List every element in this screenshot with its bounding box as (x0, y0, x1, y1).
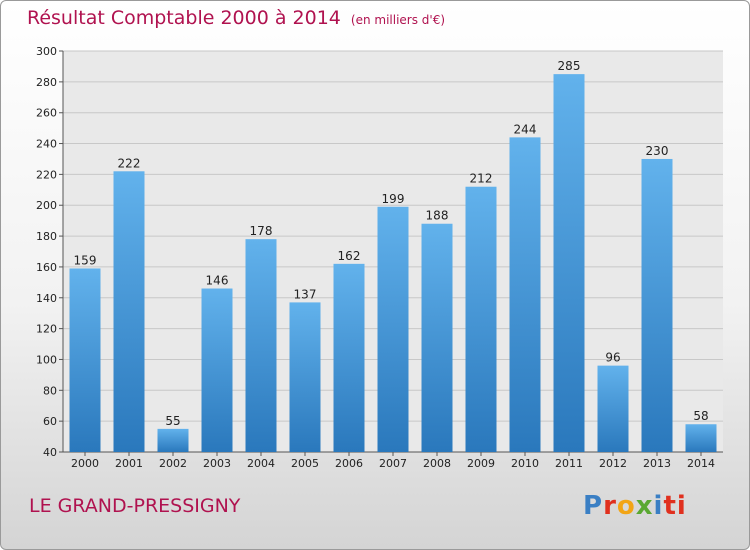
data-label: 96 (605, 351, 620, 365)
y-tick-label: 60 (43, 415, 57, 428)
x-tick-label: 2004 (247, 457, 275, 470)
bar (377, 206, 409, 452)
x-tick-label: 2008 (423, 457, 451, 470)
x-tick-label: 2006 (335, 457, 363, 470)
value-labels: 159 222 55 146 178 137 162 199 188 212 244 285 96 230… (74, 59, 709, 428)
y-tick-label: 80 (43, 384, 57, 397)
bar (333, 263, 365, 452)
y-tick-label: 40 (43, 446, 57, 459)
data-label: 285 (558, 59, 581, 73)
y-tick-label: 240 (36, 138, 57, 151)
y-tick-label: 100 (36, 353, 57, 366)
data-label: 162 (338, 249, 361, 263)
data-label: 230 (646, 144, 669, 158)
y-tick-label: 220 (36, 168, 57, 181)
proxiti-logo: Proxiti (583, 491, 687, 521)
x-tick-label: 2011 (555, 457, 583, 470)
data-label: 244 (514, 122, 537, 136)
x-tick-label: 2013 (643, 457, 671, 470)
data-label: 137 (294, 287, 317, 301)
logo-letter: o (616, 491, 636, 521)
data-label: 55 (165, 414, 180, 428)
data-label: 212 (470, 172, 493, 186)
x-tick-label: 2007 (379, 457, 407, 470)
x-tick-label: 2010 (511, 457, 539, 470)
x-tick-label: 2001 (115, 457, 143, 470)
y-tick-label: 160 (36, 261, 57, 274)
town-name: LE GRAND-PRESSIGNY (29, 495, 241, 517)
y-tick-label: 180 (36, 230, 57, 243)
x-tick-label: 2000 (71, 457, 99, 470)
data-label: 222 (118, 156, 141, 170)
bar (289, 302, 321, 452)
y-tick-label: 300 (36, 45, 57, 58)
bar (421, 223, 453, 452)
data-label: 178 (250, 224, 273, 238)
bar (201, 288, 233, 452)
x-tick-label: 2003 (203, 457, 231, 470)
bar (157, 428, 189, 452)
y-tick-label: 280 (36, 76, 57, 89)
axes: 40 60 80 100 120 140 160 180 200 220 240 260 280 300 2… (36, 45, 723, 470)
x-tick-label: 2005 (291, 457, 319, 470)
x-tick-label: 2002 (159, 457, 187, 470)
bar (69, 268, 101, 452)
chart-title: Résultat Comptable 2000 à 2014 (en millie… (27, 7, 445, 29)
title-text: Résultat Comptable 2000 à 2014 (27, 7, 341, 29)
bar (465, 186, 497, 452)
bar (685, 424, 717, 452)
x-tick-label: 2009 (467, 457, 495, 470)
logo-letter: i (653, 491, 664, 521)
y-tick-label: 200 (36, 199, 57, 212)
bar (245, 239, 277, 452)
logo-letter: P (583, 491, 604, 521)
bar (553, 74, 585, 452)
bar (597, 365, 629, 452)
logo-letter: x (635, 491, 654, 521)
y-tick-label: 140 (36, 292, 57, 305)
logo-letter: ti (663, 491, 687, 521)
x-tick-label: 2012 (599, 457, 627, 470)
bar (113, 171, 145, 453)
data-label: 199 (382, 192, 405, 206)
data-label: 146 (206, 274, 229, 288)
y-tick-label: 260 (36, 107, 57, 120)
bar (641, 158, 673, 452)
logo-letter: r (603, 491, 617, 521)
data-label: 58 (693, 409, 708, 423)
data-label: 188 (426, 209, 449, 223)
data-label: 159 (74, 253, 97, 267)
bar (509, 137, 541, 452)
y-tick-label: 120 (36, 323, 57, 336)
bars (69, 74, 717, 453)
unit-text: (en milliers d'€) (350, 13, 446, 27)
x-tick-label: 2014 (687, 457, 715, 470)
